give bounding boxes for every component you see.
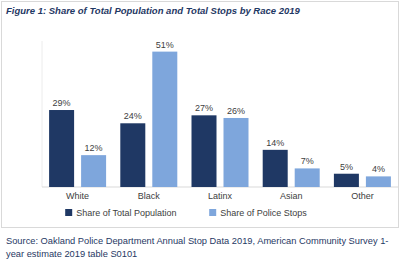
source-note: Source: Oakland Police Department Annual… <box>6 236 388 246</box>
data-label: 4% <box>372 164 385 174</box>
legend-swatch <box>209 209 216 216</box>
x-tick-label: Black <box>138 191 161 201</box>
bar <box>152 52 177 187</box>
x-tick-label: Latinx <box>208 191 233 201</box>
legend-swatch <box>65 209 72 216</box>
x-tick-label: White <box>66 191 89 201</box>
bar <box>49 110 74 187</box>
legend: Share of Total Population Share of Police… <box>65 208 307 218</box>
title: Figure 1: Share of Total Population and … <box>6 5 301 16</box>
chart-frame <box>2 2 399 228</box>
source-note: year estimate 2019 table S0101 <box>6 249 137 259</box>
data-label: 26% <box>227 106 245 116</box>
data-label: 51% <box>156 40 174 50</box>
legend-label: Share of Police Stops <box>220 208 307 218</box>
y-axis-line <box>42 41 43 187</box>
data-label: 27% <box>195 103 213 113</box>
bars <box>49 52 391 187</box>
data-label: 12% <box>85 143 103 153</box>
bar <box>334 174 359 187</box>
chart: Figure 1: Share of Total Population and … <box>0 0 400 269</box>
data-label: 24% <box>124 111 142 121</box>
bar <box>366 176 391 187</box>
bar <box>120 123 145 187</box>
chart-container: Figure 1: Share of Total Population and … <box>0 0 400 269</box>
x-tick-label: Other <box>351 191 374 201</box>
data-label: 5% <box>340 162 353 172</box>
x-tick-label: Asian <box>280 191 303 201</box>
data-labels: 29% 24% 27% 14% 5% 12% 51% 26% 7% 4% <box>53 40 385 175</box>
bar <box>224 118 249 187</box>
data-label: 7% <box>301 156 314 166</box>
bar <box>81 155 106 187</box>
bar <box>295 168 320 187</box>
bar <box>263 150 288 187</box>
bar <box>192 115 217 187</box>
data-label: 29% <box>53 98 71 108</box>
legend-label: Share of Total Population <box>76 208 176 218</box>
data-label: 14% <box>266 138 284 148</box>
